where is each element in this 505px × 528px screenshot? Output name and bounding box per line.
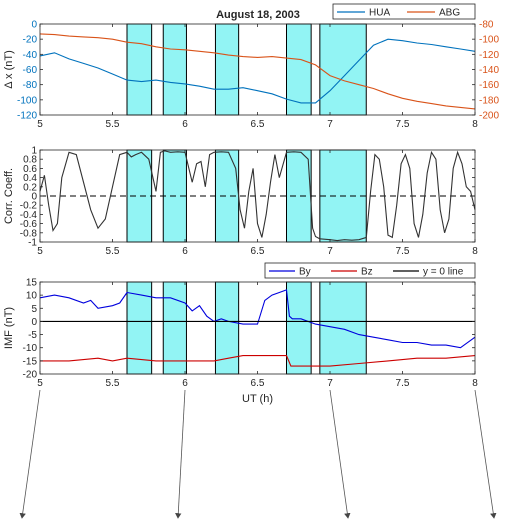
legend-label-abg: ABG: [439, 8, 460, 19]
y-tick-label: 0.6: [23, 164, 37, 175]
x-tick-label: 6: [182, 119, 188, 130]
y-right-tick-label: -160: [479, 80, 499, 91]
y-tick-label: -80: [23, 80, 38, 91]
axes-box-0: [39, 23, 476, 116]
series-line-abg-0: [39, 33, 476, 110]
y-tick-label: -0.8: [20, 228, 38, 239]
y-tick-label: 0.4: [23, 173, 37, 184]
x-tick-label: 5: [37, 119, 43, 130]
shaded-interval-0-0: [126, 23, 153, 116]
pointer-arrow-3: [474, 389, 497, 519]
x-tick-label: 6.5: [251, 246, 265, 257]
x-tick-label: 5.5: [106, 246, 120, 257]
y-tick-label: -20: [23, 35, 38, 46]
x-tick-label: 6.5: [251, 119, 265, 130]
x-tick-label: 7: [327, 378, 333, 389]
axes-box-2: [39, 281, 476, 375]
y-axis-label: Δ x (nT): [3, 50, 15, 89]
y-tick-label: -0.2: [20, 201, 38, 212]
y-tick-label: -1: [28, 238, 37, 249]
x-tick-label: 7: [327, 119, 333, 130]
legend-label-imf-2: y = 0 line: [423, 267, 464, 278]
y-tick-label: 15: [26, 278, 38, 289]
x-tick-label: 5.5: [106, 378, 120, 389]
y-tick-label: -20: [23, 370, 38, 381]
legend-label-hua: HUA: [369, 8, 390, 19]
shaded-interval-0-1: [162, 23, 187, 116]
x-axis-label: UT (h): [242, 393, 273, 405]
x-tick-label: 7: [327, 246, 333, 257]
y-tick-label: -0.6: [20, 219, 38, 230]
y-axis-label: Corr. Coeff.: [3, 168, 15, 224]
legend-box-2: [264, 262, 476, 279]
x-tick-label: 6: [182, 246, 188, 257]
shaded-interval-0-4: [319, 23, 367, 116]
pointer-arrow-2: [329, 389, 351, 519]
y-tick-label: -5: [28, 330, 37, 341]
x-tick-label: 8: [472, 119, 478, 130]
y-tick-label: -10: [23, 343, 38, 354]
y-tick-label: 0: [31, 192, 37, 203]
shaded-interval-0-3: [286, 23, 312, 116]
y-tick-label: 5: [31, 304, 37, 315]
chart-title: August 18, 2003: [216, 9, 300, 21]
legend-label-imf-0: By: [299, 267, 311, 278]
x-tick-label: 6.5: [251, 378, 265, 389]
x-tick-label: 6: [182, 378, 188, 389]
y-tick-label: 0.8: [23, 155, 37, 166]
series-line-hua-0: [39, 38, 476, 104]
x-tick-label: 7.5: [396, 246, 410, 257]
shaded-interval-2-1: [162, 281, 187, 375]
y-right-tick-label: -180: [479, 95, 499, 106]
series-line-bz-2: [40, 355, 476, 367]
y-right-tick-label: -120: [479, 50, 499, 61]
y-right-tick-label: -140: [479, 65, 499, 76]
legend-box-0: [332, 3, 476, 20]
series-line-by-2: [39, 289, 476, 349]
x-tick-label: 8: [472, 378, 478, 389]
legend-label-imf-1: Bz: [361, 267, 373, 278]
shaded-interval-2-3: [286, 281, 312, 375]
y-tick-label: 1: [31, 146, 37, 157]
x-tick-label: 7.5: [396, 119, 410, 130]
y-tick-label: -120: [17, 111, 37, 122]
series-line-corr-1: [39, 150, 476, 242]
x-tick-label: 5.5: [106, 119, 120, 130]
y-axis-label: IMF (nT): [3, 307, 15, 349]
y-tick-label: 0: [31, 20, 37, 31]
y-tick-label: -15: [23, 356, 38, 367]
y-tick-label: 10: [26, 291, 38, 302]
y-tick-label: -40: [23, 50, 38, 61]
pointer-arrow-0: [19, 389, 41, 519]
x-tick-label: 7.5: [396, 378, 410, 389]
x-tick-label: 8: [472, 246, 478, 257]
shaded-interval-2-4: [319, 281, 367, 375]
y-tick-label: 0.2: [23, 182, 37, 193]
y-tick-label: -0.4: [20, 210, 38, 221]
pointer-arrow-1: [175, 389, 186, 519]
x-tick-label: 5: [37, 246, 43, 257]
shaded-interval-0-2: [214, 23, 240, 116]
x-tick-label: 5: [37, 378, 43, 389]
y-right-tick-label: -200: [479, 111, 499, 122]
y-right-tick-label: -100: [479, 35, 499, 46]
y-tick-label: -100: [17, 95, 37, 106]
y-tick-label: 0: [31, 317, 37, 328]
y-right-tick-label: -80: [479, 20, 494, 31]
y-tick-label: -60: [23, 65, 38, 76]
